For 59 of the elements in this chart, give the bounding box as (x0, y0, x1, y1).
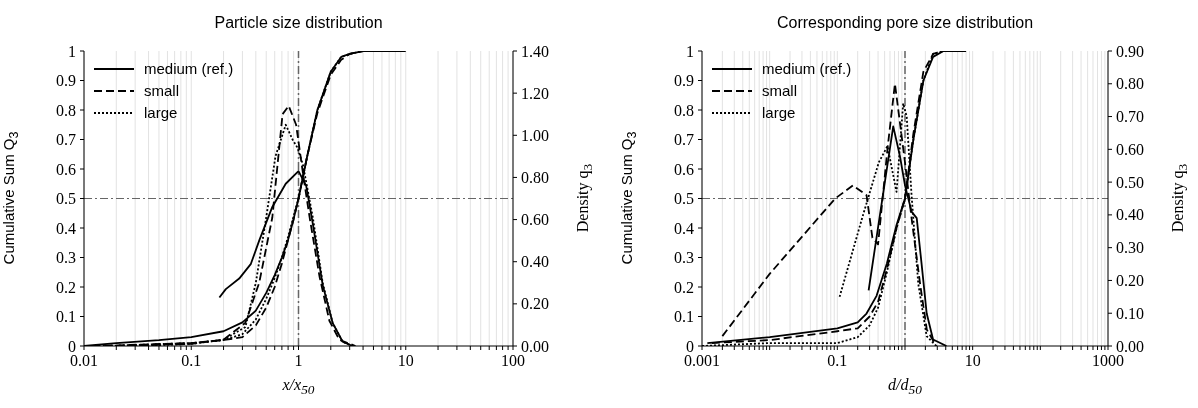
x-tick-label: 10 (964, 352, 981, 370)
y-tick-label: 0.2 (56, 278, 76, 296)
y2-tick-label: 0.20 (1116, 272, 1144, 290)
y-tick-label: 0.8 (674, 101, 694, 119)
y2-tick-label: 0.60 (1116, 140, 1144, 158)
y2-tick-label: 1.00 (521, 126, 549, 144)
y-tick-label: 0.7 (56, 131, 76, 149)
x-tick-label: 0.01 (70, 352, 98, 370)
y2-tick-label: 0.70 (1116, 108, 1144, 126)
y2-tick-label: 1.40 (521, 42, 549, 60)
x-tick-label: 0.1 (181, 352, 202, 370)
x-tick-label: 100 (501, 352, 525, 370)
chart-title: Particle size distribution (213, 14, 384, 32)
y-tick-label: 0.3 (674, 249, 694, 267)
y-tick-label: 0 (686, 337, 694, 355)
y2-tick-label: 0.60 (521, 211, 549, 229)
y2-tick-label: 1.20 (521, 84, 549, 102)
x-axis-title: d/d$_{50}$ (887, 376, 923, 399)
x-tick-label: 10 (397, 352, 414, 370)
y-tick-label: 0 (68, 337, 76, 355)
y2-tick-label: 0.00 (521, 337, 549, 355)
y-tick-label: 0.1 (56, 308, 76, 326)
y-tick-label: 1 (68, 42, 76, 60)
x-tick-label: 0.1 (827, 352, 848, 370)
x-tick-label: 1 (294, 352, 303, 370)
y-tick-label: 0.9 (56, 72, 76, 90)
y2-tick-label: 0.80 (521, 169, 549, 187)
y-tick-label: 0.9 (674, 72, 694, 90)
y2-tick-label: 0.40 (521, 253, 549, 271)
y-tick-label: 0.6 (674, 160, 694, 178)
y-tick-label: 0.1 (674, 308, 694, 326)
y-tick-label: 0.8 (56, 101, 76, 119)
legend-label: medium (ref.) (762, 59, 852, 79)
x-tick-label: 0.001 (684, 352, 720, 370)
y2-tick-label: 0.50 (1116, 173, 1144, 191)
y2-tick-label: 0.20 (521, 295, 549, 313)
y2-tick-label: 0.10 (1116, 304, 1144, 322)
y2-tick-label: 0.00 (1116, 337, 1144, 355)
x-tick-label: 1000 (1092, 352, 1124, 370)
legend-label: large (144, 103, 178, 123)
legend-label: small (144, 81, 180, 101)
chart-title: Corresponding pore size distribution (775, 14, 1035, 32)
x-axis-title: x/x$_{50}$ (281, 376, 316, 399)
y-tick-label: 0.4 (674, 219, 694, 237)
y-tick-label: 0.2 (674, 278, 694, 296)
y2-tick-label: 0.80 (1116, 75, 1144, 93)
y-tick-label: 0.4 (56, 219, 76, 237)
y-tick-label: 0.6 (56, 160, 76, 178)
y2-tick-label: 0.40 (1116, 206, 1144, 224)
y2-tick-label: 0.90 (1116, 42, 1144, 60)
y-tick-label: 0.5 (674, 190, 694, 208)
legend-label: large (762, 103, 796, 123)
legend-label: medium (ref.) (144, 59, 234, 79)
y-tick-label: 0.3 (56, 249, 76, 267)
y2-tick-label: 0.30 (1116, 239, 1144, 257)
legend-label: small (762, 81, 798, 101)
y-tick-label: 1 (686, 42, 694, 60)
y-tick-label: 0.7 (674, 131, 694, 149)
y-tick-label: 0.5 (56, 190, 76, 208)
